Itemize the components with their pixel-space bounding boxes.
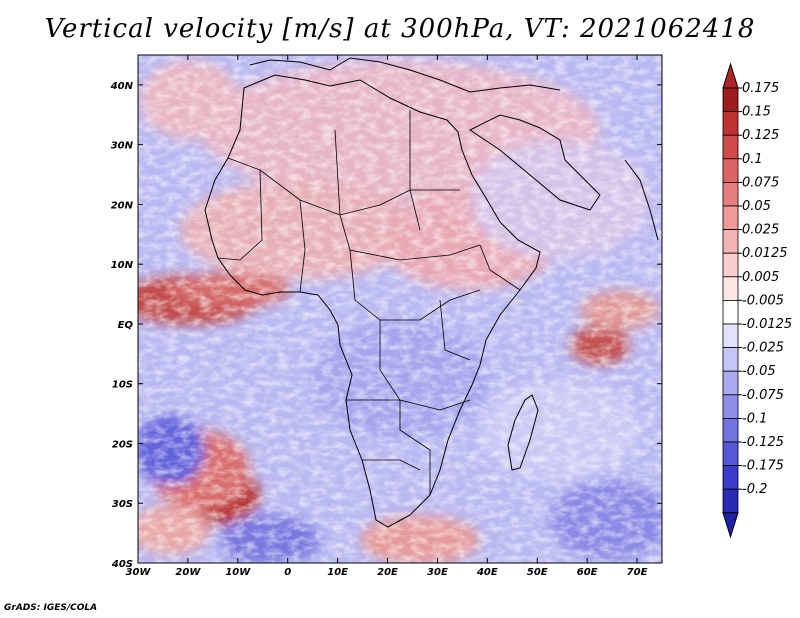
colorbar-label: -0.0125 <box>742 317 792 332</box>
colorbar-segment <box>722 441 739 467</box>
colorbar-label: 0.05 <box>742 199 771 214</box>
colorbar-segment <box>722 347 739 372</box>
europe-coastline <box>249 57 561 93</box>
colorbar-label: 0.005 <box>742 270 779 285</box>
colorbar-segment <box>722 229 739 254</box>
lon-tick-label: 30W <box>126 567 152 578</box>
colorbar-segment <box>722 134 739 160</box>
colorbar-segment <box>722 252 739 278</box>
country-borders <box>217 110 521 495</box>
colorbar-label: -0.1 <box>742 411 767 426</box>
colorbar-segment <box>722 417 739 443</box>
lon-tick-label: 70E <box>627 567 648 578</box>
lat-tick-label: 40N <box>110 81 134 92</box>
colorbar-segment <box>722 299 739 325</box>
colorbar-segment <box>722 111 739 136</box>
lon-tick-label: 10W <box>225 567 251 578</box>
lon-tick-label: 0 <box>284 567 291 578</box>
lat-tick-label: 20S <box>112 439 133 450</box>
colorbar-segment <box>722 87 739 113</box>
colorbar-label: -0.025 <box>742 341 784 356</box>
colorbar-segment <box>722 465 739 490</box>
madagascar-coastline <box>507 394 539 471</box>
colorbar-segment <box>722 394 739 419</box>
longitude-axis: 30W 20W 10W 0 10E 20E 30E 40E 50E 60E 70E <box>126 55 648 578</box>
colorbar-label: -0.2 <box>742 482 767 497</box>
lon-tick-label: 20W <box>175 567 201 578</box>
lon-tick-label: 30E <box>427 567 448 578</box>
arabia-coastline <box>469 114 601 211</box>
colorbar-label: 0.0125 <box>742 246 788 261</box>
colorbar-label: 0.125 <box>742 128 779 143</box>
colorbar-label: -0.075 <box>742 388 784 403</box>
colorbar-segment <box>722 205 739 231</box>
colorbar-segment <box>722 181 739 207</box>
plot-border <box>137 54 663 564</box>
lon-tick-label: 50E <box>527 567 548 578</box>
colorbar-top-arrow <box>722 62 739 89</box>
lat-tick-label: 30N <box>111 141 134 152</box>
lat-tick-label: 20N <box>111 200 134 211</box>
colorbar-label: -0.005 <box>742 293 784 308</box>
colorbar-label: -0.05 <box>742 364 776 379</box>
colorbar-label: 0.025 <box>742 223 779 238</box>
lat-tick-label: 40S <box>111 559 133 570</box>
lat-tick-label: 10S <box>112 380 133 391</box>
colorbar-segment <box>722 158 739 183</box>
colorbar-segment <box>722 370 739 396</box>
colorbar-label: 0.15 <box>742 105 771 120</box>
map-title: Vertical velocity [m/s] at 300hPa, VT: 2… <box>44 14 756 44</box>
colorbar-segment <box>722 488 739 514</box>
colorbar-label: -0.175 <box>742 459 784 474</box>
lat-tick-label: EQ <box>118 320 134 331</box>
lon-tick-label: 40E <box>476 567 498 578</box>
vertical-velocity-field <box>138 55 662 563</box>
colorbar-label: -0.125 <box>742 435 784 450</box>
grads-credit: GrADS: IGES/COLA <box>4 603 98 613</box>
colorbar-segment <box>722 276 739 301</box>
lon-tick-label: 60E <box>577 567 598 578</box>
lat-tick-label: 30S <box>112 499 133 510</box>
colorbar: 0.175 0.15 0.125 0.1 0.075 0.05 0.025 0.0125 0.0… <box>722 62 792 539</box>
colorbar-label: 0.175 <box>742 81 779 96</box>
lon-tick-label: 20E <box>377 567 398 578</box>
india-coastline <box>624 159 659 241</box>
lon-tick-label: 10E <box>327 567 348 578</box>
lat-tick-label: 10N <box>111 260 134 271</box>
colorbar-bottom-arrow <box>722 512 739 539</box>
latitude-axis: 40N 30N 20N 10N EQ 10S 20S 30S 40S <box>110 81 662 570</box>
colorbar-label: 0.1 <box>742 152 763 167</box>
colorbar-label: 0.075 <box>742 175 779 190</box>
colorbar-segment <box>722 323 739 349</box>
